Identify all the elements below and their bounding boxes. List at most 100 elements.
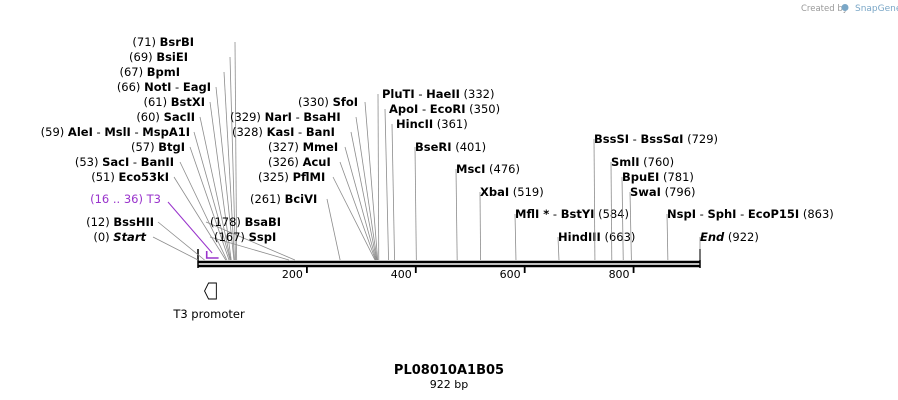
site-bsiei[interactable]: (69) BsiEI bbox=[129, 50, 236, 261]
site-label-hincii: HincII (361) bbox=[396, 117, 468, 131]
primer-t3[interactable]: (16 .. 36) T3 bbox=[90, 192, 219, 259]
name-separator: - bbox=[549, 207, 560, 221]
site-label-bstxi: (61) BstXI bbox=[143, 95, 205, 109]
site-end[interactable]: End (922) bbox=[699, 230, 759, 260]
site-connector-line bbox=[152, 236, 199, 261]
site-kasi[interactable]: (328) KasI - BanI bbox=[232, 125, 377, 261]
site-connector-line bbox=[629, 191, 632, 261]
site-apoi[interactable]: ApoI - EcoRI (350) bbox=[384, 102, 501, 261]
snapgene-brand: SnapGene bbox=[855, 4, 898, 14]
sequence-length: 922 bp bbox=[430, 378, 468, 391]
site-connector-line bbox=[621, 176, 624, 261]
site-noti[interactable]: (66) NotI - EagI bbox=[117, 80, 235, 261]
site-bstxi[interactable]: (61) BstXI bbox=[143, 95, 232, 261]
name-separator: - bbox=[629, 132, 640, 146]
site-smli[interactable]: SmlI (760) bbox=[610, 155, 675, 261]
site-position: (350) bbox=[466, 102, 501, 116]
enzyme-name: BpmI bbox=[147, 65, 180, 79]
site-position: (327) bbox=[268, 140, 303, 154]
site-position: (760) bbox=[640, 155, 675, 169]
site-label-mfli: MflI * - BstYI (584) bbox=[515, 207, 629, 221]
site-position: (361) bbox=[433, 117, 468, 131]
enzyme-name: MslI bbox=[104, 125, 131, 139]
site-connector-line bbox=[179, 161, 228, 261]
enzyme-name: BssSαI bbox=[641, 132, 684, 146]
name-separator: - bbox=[129, 155, 140, 169]
site-sspi[interactable]: (167) SspI bbox=[209, 230, 290, 261]
sequence-backbone bbox=[198, 260, 700, 268]
site-nspi[interactable]: NspI - SphI - EcoP15I (863) bbox=[666, 207, 834, 261]
site-acui[interactable]: (326) AcuI bbox=[268, 155, 376, 261]
site-label-msci: MscI (476) bbox=[456, 162, 520, 176]
site-connector-line bbox=[610, 161, 613, 261]
site-bsrbi[interactable]: (71) BsrBI bbox=[132, 35, 238, 261]
site-connector-line bbox=[391, 123, 395, 261]
enzyme-name: Eco53kI bbox=[118, 170, 169, 184]
site-connector-line bbox=[364, 101, 379, 261]
site-hincii[interactable]: HincII (361) bbox=[391, 117, 468, 261]
name-separator: - bbox=[736, 207, 747, 221]
site-label-end: End (922) bbox=[700, 230, 759, 244]
site-label-noti: (66) NotI - EagI bbox=[117, 80, 211, 94]
site-xbai[interactable]: XbaI (519) bbox=[479, 185, 544, 261]
site-label-pflmi: (325) PflMI bbox=[258, 170, 325, 184]
site-hindiii[interactable]: HindIII (663) bbox=[557, 230, 636, 261]
site-connector-line bbox=[455, 168, 458, 261]
site-position: (71) bbox=[132, 35, 159, 49]
axis-tick-label: 200 bbox=[282, 268, 303, 281]
primer-connector-line bbox=[167, 201, 213, 254]
site-bseri[interactable]: BseRI (401) bbox=[414, 140, 486, 261]
site-saci[interactable]: (53) SacI - BanII bbox=[75, 155, 228, 261]
feature-t3-promoter[interactable]: T3 promoter bbox=[172, 282, 245, 321]
site-position: (61) bbox=[143, 95, 170, 109]
snapgene-logo-icon bbox=[841, 4, 849, 11]
site-sacii[interactable]: (60) SacII bbox=[136, 110, 232, 261]
site-connector-line bbox=[209, 101, 232, 261]
enzyme-name: BanII bbox=[141, 155, 174, 169]
site-position: (53) bbox=[75, 155, 102, 169]
site-eco53ki[interactable]: (51) Eco53kI bbox=[91, 170, 227, 261]
site-label-basssi: BssSI - BssSαI (729) bbox=[594, 132, 718, 146]
site-label-bpmi: (67) BpmI bbox=[119, 65, 180, 79]
site-position: (329) bbox=[230, 110, 265, 124]
sequence-title: PL08010A1B05 bbox=[394, 363, 504, 378]
site-nari[interactable]: (329) NarI - BsaHI bbox=[230, 110, 378, 261]
site-connector-line bbox=[514, 213, 517, 261]
site-alei[interactable]: (59) AleI - MslI - MspA1I bbox=[41, 125, 231, 261]
site-label-pluti: PluTI - HaeII (332) bbox=[382, 87, 495, 101]
site-bpuei[interactable]: BpuEI (781) bbox=[621, 170, 694, 261]
site-connector-line bbox=[189, 146, 230, 261]
site-connector-line bbox=[229, 56, 236, 261]
name-separator: - bbox=[415, 87, 426, 101]
name-separator: - bbox=[292, 110, 303, 124]
site-position: (796) bbox=[661, 185, 696, 199]
site-pluti[interactable]: PluTI - HaeII (332) bbox=[377, 87, 495, 261]
site-bcivi[interactable]: (261) BciVI bbox=[250, 192, 341, 261]
name-separator: - bbox=[294, 125, 305, 139]
site-bsshii[interactable]: (12) BssHII bbox=[86, 215, 205, 261]
enzyme-name: Start bbox=[113, 230, 146, 244]
enzyme-name: SacI bbox=[102, 155, 129, 169]
site-basssi[interactable]: BssSI - BssSαI (729) bbox=[593, 132, 718, 261]
site-btgi[interactable]: (57) BtgI bbox=[131, 140, 230, 261]
site-msci[interactable]: MscI (476) bbox=[455, 162, 520, 261]
site-position: (328) bbox=[232, 125, 267, 139]
site-mfli[interactable]: MflI * - BstYI (584) bbox=[514, 207, 629, 261]
enzyme-name: SspI bbox=[249, 230, 277, 244]
site-position: (663) bbox=[601, 230, 636, 244]
enzyme-name: MmeI bbox=[303, 140, 339, 154]
site-label-bpuei: BpuEI (781) bbox=[622, 170, 694, 184]
site-label-bseri: BseRI (401) bbox=[415, 140, 486, 154]
site-position: (60) bbox=[136, 110, 163, 124]
site-mmei[interactable]: (327) MmeI bbox=[268, 140, 377, 261]
site-pflmi[interactable]: (325) PflMI bbox=[258, 170, 376, 261]
site-start[interactable]: (0) Start bbox=[93, 230, 199, 261]
site-bsabi[interactable]: (178) BsaBI bbox=[205, 215, 296, 261]
site-swai[interactable]: SwaI (796) bbox=[629, 185, 696, 261]
enzyme-name: AcuI bbox=[303, 155, 331, 169]
enzyme-name: EcoRI bbox=[430, 102, 466, 116]
site-sfoi[interactable]: (330) SfoI bbox=[298, 95, 379, 261]
site-connector-line bbox=[344, 146, 377, 261]
site-position: (66) bbox=[117, 80, 144, 94]
site-bpmi[interactable]: (67) BpmI bbox=[119, 65, 235, 261]
